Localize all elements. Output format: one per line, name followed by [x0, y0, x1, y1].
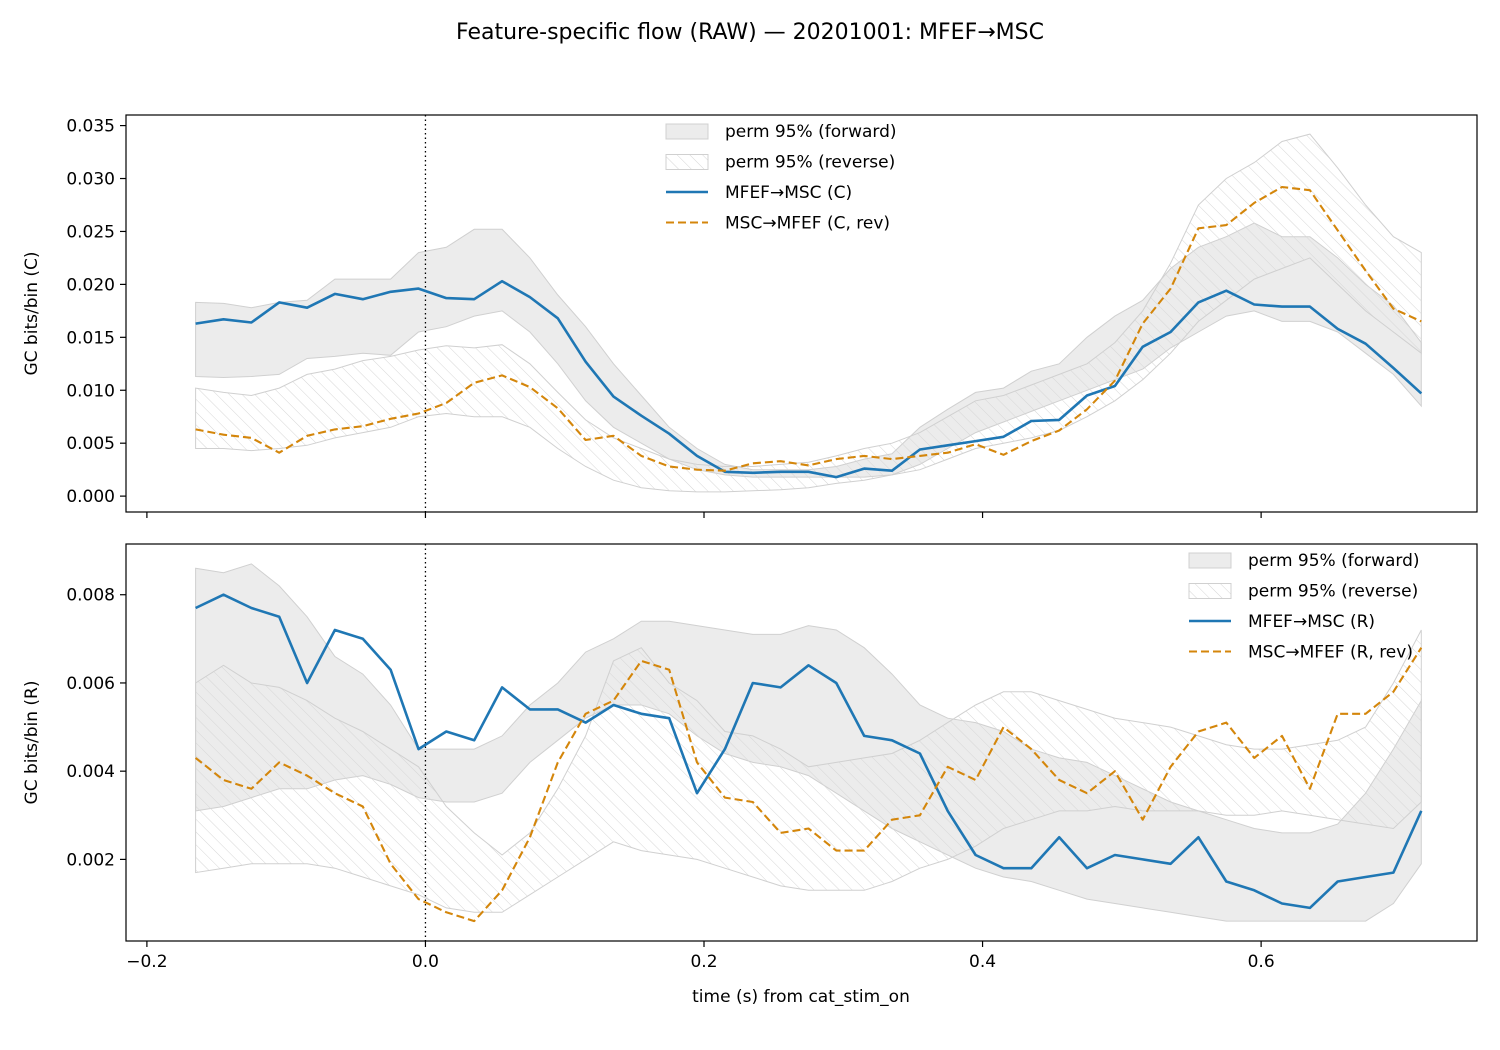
reverse-series-line	[195, 185, 1422, 472]
y-axis-label: GC bits/bin (R)	[22, 681, 42, 805]
legend-label: perm 95% (reverse)	[725, 153, 895, 173]
legend-swatch-reverse-band	[665, 154, 709, 170]
legend: perm 95% (forward) perm 95% (reverse) MFEF…	[665, 122, 897, 234]
forward-perm-band	[195, 222, 1422, 478]
legend-label: MSC→MFEF (C, rev)	[725, 214, 890, 234]
plot-area	[194, 544, 1423, 941]
x-tick-label: 0.4	[969, 952, 996, 972]
y-tick-label: 0.035	[66, 117, 115, 137]
y-tick-label: 0.030	[66, 170, 115, 190]
forward-series-line	[195, 279, 1423, 479]
panel-classification: 0.000 0.005 0.010 0.015 0.020 0.025 0.030 0.035…	[22, 114, 1478, 518]
x-tick-label: 0.0	[412, 952, 439, 972]
y-tick-label: 0.020	[66, 275, 115, 295]
y-tick-label: 0.005	[66, 434, 115, 454]
reverse-perm-band	[195, 629, 1422, 913]
y-tick-label: 0.010	[66, 381, 115, 401]
x-tick-label: −0.2	[126, 952, 167, 972]
axes-frame	[125, 543, 1478, 942]
y-tick-label: 0.025	[66, 222, 115, 242]
legend: perm 95% (forward) perm 95% (reverse) MFEF…	[1188, 551, 1420, 663]
legend-swatch-reverse-band	[1188, 583, 1232, 599]
plot-area	[195, 115, 1423, 512]
legend-label: MSC→MFEF (R, rev)	[1248, 643, 1413, 663]
y-axis-label: GC bits/bin (C)	[22, 251, 42, 375]
y-tick-label: 0.002	[66, 850, 115, 870]
axes-frame	[125, 114, 1478, 513]
x-axis-label: time (s) from cat_stim_on	[692, 987, 910, 1007]
y-tick-label: 0.015	[66, 328, 115, 348]
legend-label: MFEF→MSC (R)	[1248, 612, 1375, 632]
legend-swatch-forward-band	[665, 123, 709, 140]
legend-label: perm 95% (reverse)	[1248, 582, 1418, 602]
reverse-perm-band	[195, 133, 1422, 493]
y-tick-label: 0.000	[66, 487, 115, 507]
legend-label: MFEF→MSC (C)	[725, 183, 852, 203]
legend-label: perm 95% (forward)	[725, 122, 897, 142]
x-tick-label: 0.6	[1248, 952, 1275, 972]
legend-swatch-forward-band	[1188, 552, 1232, 569]
forward-perm-band	[195, 563, 1422, 922]
y-tick-label: 0.004	[66, 762, 115, 782]
y-tick-label: 0.008	[66, 586, 115, 606]
legend-label: perm 95% (forward)	[1248, 551, 1420, 571]
x-tick-label: 0.2	[690, 952, 717, 972]
reverse-series-line	[194, 647, 1423, 923]
figure-title: Feature-specific flow (RAW) — 20201001: …	[456, 20, 1044, 45]
panel-regression: −0.2 0.0 0.2 0.4 0.6 0.002 0.004 0.006 0.008 GC b…	[22, 543, 1478, 972]
forward-series-line	[195, 593, 1423, 910]
y-tick-label: 0.006	[66, 674, 115, 694]
